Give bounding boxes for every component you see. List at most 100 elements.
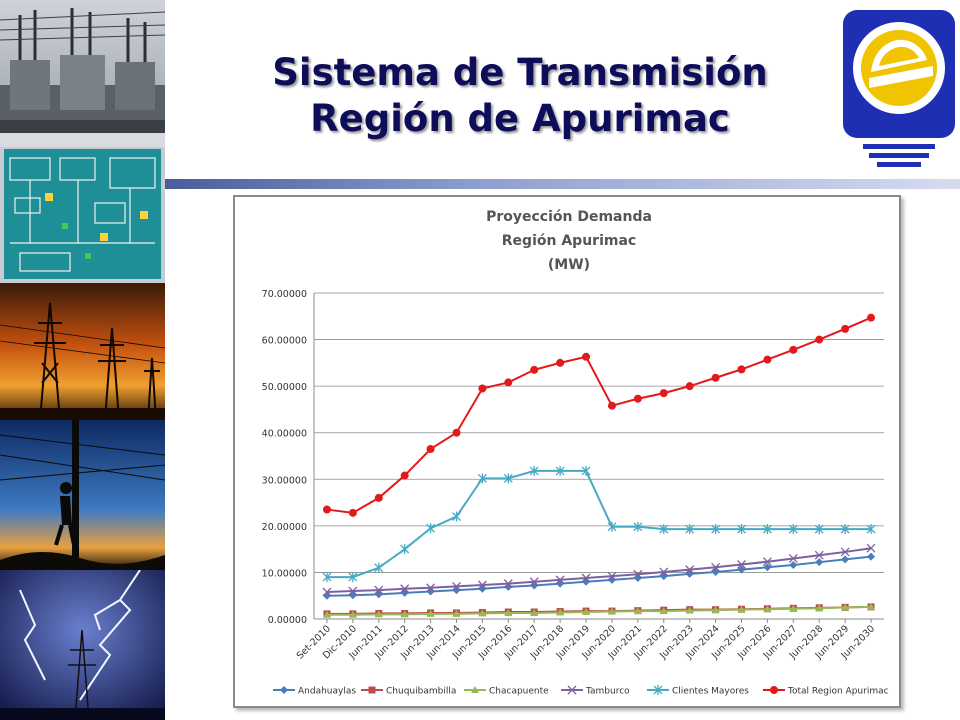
data-point [737,565,746,574]
data-point [607,521,617,532]
data-point [452,511,461,522]
data-point [555,575,565,585]
series-tamburco [322,543,876,597]
legend-item: Tamburco [561,685,630,697]
data-point [840,524,850,535]
legend-marker [471,686,479,693]
chart-panel: 0.00000 10.00000 20.00000 30.00000 40.00000 5… [233,195,901,708]
title-divider [165,179,960,189]
data-point [400,471,409,480]
data-point [711,562,721,572]
data-point [659,567,669,577]
data-point [763,563,772,572]
y-tick-label: 0.00000 [268,615,307,626]
page-title-line1: Sistema de Transmisión [272,51,768,94]
scada-control-screen-photo [0,133,165,283]
data-point [322,610,331,618]
data-point [762,524,772,535]
data-point [374,610,383,618]
data-point [581,573,591,583]
data-point [685,569,694,578]
transmission-towers-sunset-photo [0,283,165,420]
data-point [685,606,694,614]
data-point [400,610,409,618]
data-point [659,389,668,398]
data-point [426,523,436,534]
data-point [400,584,410,594]
data-point [737,524,746,535]
data-point [659,607,668,615]
data-point [711,606,720,614]
data-point [867,552,876,561]
data-point [556,358,565,367]
data-point [685,382,694,391]
data-point [789,604,798,612]
data-point [659,572,668,581]
data-point [348,591,357,600]
data-point [867,313,876,322]
data-point [530,608,539,616]
data-point [659,524,669,535]
data-point [685,565,695,575]
data-point [789,560,798,569]
data-point [815,558,824,567]
legend-label: Andahuaylas [298,687,356,697]
data-point [452,609,461,617]
chart-subtitle: Región Apurimac [502,233,636,249]
data-point [633,521,643,532]
data-point [582,352,591,361]
data-point [815,604,824,612]
data-point [322,591,331,600]
data-point [374,585,384,595]
legend-label: Chuquibambilla [386,687,456,697]
data-point [477,473,487,484]
data-point [737,365,746,374]
data-point [426,587,435,596]
y-tick-label: 20.00000 [262,522,307,533]
data-point [478,384,487,393]
data-point [762,557,772,567]
data-point [788,524,798,535]
series-total-region-apurimac [322,313,876,517]
y-tick-label: 40.00000 [262,429,307,440]
data-point [867,602,876,610]
legend-item: Chuquibambilla [361,686,456,697]
data-point [737,560,746,569]
data-point [607,571,617,581]
lineman-on-pole-photo [0,420,165,570]
series-clientes-mayores [322,465,876,583]
legend-marker [280,686,288,694]
page-title-line2: Región de Apurimac [310,97,730,140]
series-line [326,547,872,593]
legend-label: Clientes Mayores [672,687,749,697]
data-point [400,544,410,555]
legend-item: Clientes Mayores [647,685,749,697]
data-point [478,609,487,617]
photo-strip [0,0,165,720]
data-point [322,572,332,583]
data-point [400,588,409,597]
lightning-storm-photo [0,570,165,720]
y-tick-label: 30.00000 [262,475,307,486]
legend-label: Total Region Apurimac [787,687,889,697]
data-point [763,355,772,364]
data-point [814,524,824,535]
data-point [711,567,720,576]
data-point [711,373,720,382]
substation-transformer-photo [0,0,165,133]
legend-label: Tamburco [585,687,630,697]
y-tick-label: 60.00000 [262,336,307,347]
data-point [322,587,332,597]
data-point [788,553,798,563]
chart-unit: (MW) [548,257,590,273]
data-point [426,445,435,454]
legend-item: Andahuaylas [273,686,356,697]
data-point [530,365,539,374]
data-point [581,465,591,476]
energy-e-bulb-logo [843,10,955,170]
data-point [607,401,616,410]
data-point [503,579,513,589]
data-point [841,603,850,611]
data-point [504,608,513,616]
data-point [633,394,642,403]
